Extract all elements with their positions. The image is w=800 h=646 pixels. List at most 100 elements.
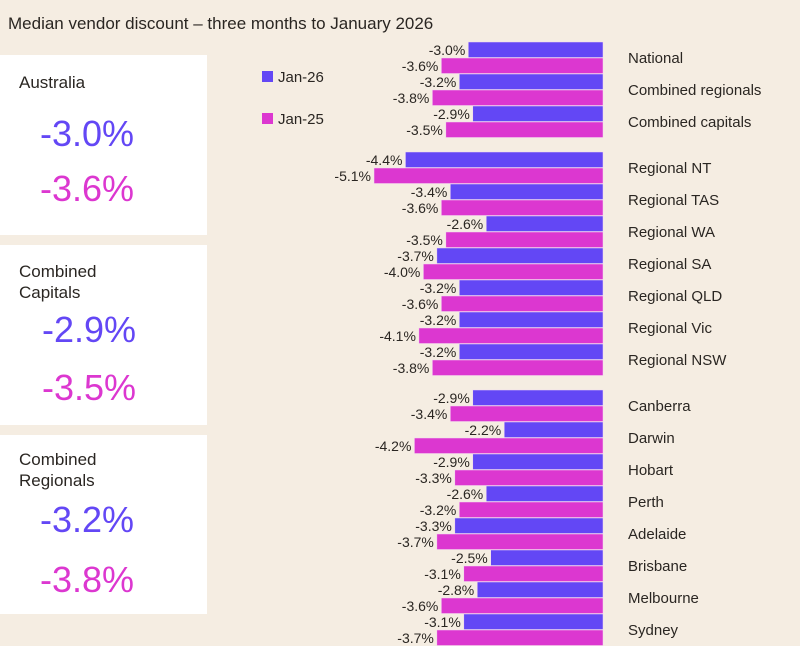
- bar-jan-25-adelaide: [436, 533, 604, 550]
- bar-jan-26-perth: [486, 485, 604, 502]
- bar-jan-26-regional-tas: [450, 183, 604, 200]
- bar-jan-25-regional-qld: [441, 295, 604, 312]
- bar-jan-25-regional-wa: [445, 231, 604, 248]
- data-label: -4.0%: [384, 264, 421, 280]
- bar-jan-25-melbourne: [441, 597, 604, 614]
- bar-jan-25-regional-nt: [373, 167, 604, 184]
- bar-jan-25-national: [441, 57, 604, 74]
- bar-jan-25-canberra: [450, 405, 604, 422]
- data-label: -3.6%: [402, 200, 439, 216]
- data-label: -3.7%: [397, 534, 434, 550]
- data-label: -3.7%: [397, 630, 434, 646]
- bar-jan-25-regional-nsw: [432, 359, 604, 376]
- data-label: -3.8%: [393, 90, 430, 106]
- panel-title: Combined Capitals: [19, 262, 97, 302]
- bar-jan-26-brisbane: [490, 549, 604, 566]
- bar-jan-26-melbourne: [477, 581, 604, 598]
- data-label: -5.1%: [334, 168, 371, 184]
- data-label: -3.8%: [393, 360, 430, 376]
- bar-jan-26-regional-nt: [405, 151, 604, 168]
- bar-jan-26-hobart: [472, 453, 604, 470]
- bar-jan-25-combined-capitals: [445, 121, 604, 138]
- bar-jan-26-regional-sa: [436, 247, 604, 264]
- data-label: -3.1%: [424, 566, 461, 582]
- chart-title: Median vendor discount – three months to…: [8, 14, 434, 33]
- data-label: -3.2%: [420, 74, 457, 90]
- data-label: -3.4%: [411, 406, 448, 422]
- data-label: -3.2%: [420, 344, 457, 360]
- data-label: -3.4%: [411, 184, 448, 200]
- bar-jan-25-sydney: [436, 629, 604, 646]
- data-label: -2.6%: [447, 216, 484, 232]
- data-label: -4.1%: [379, 328, 416, 344]
- bar-jan-25-regional-tas: [441, 199, 604, 216]
- panel-combined-capitals: Combined Capitals -2.9% -3.5%: [0, 245, 207, 425]
- bar-jan-26-darwin: [503, 421, 604, 438]
- data-label: -3.5%: [406, 122, 443, 138]
- bar-jan-25-brisbane: [463, 565, 604, 582]
- data-label: -3.5%: [406, 232, 443, 248]
- data-label: -4.2%: [375, 438, 412, 454]
- data-label: -2.6%: [447, 486, 484, 502]
- bar-jan-25-darwin: [414, 437, 604, 454]
- data-label: -2.5%: [451, 550, 488, 566]
- data-label: -3.2%: [420, 502, 457, 518]
- category-label: Darwin: [628, 430, 675, 447]
- bar-jan-26-adelaide: [454, 517, 604, 534]
- data-label: -3.6%: [402, 296, 439, 312]
- panel-jan25-value: -3.6%: [40, 168, 135, 209]
- panel-jan25-value: -3.5%: [42, 367, 137, 408]
- category-label: Melbourne: [628, 590, 699, 607]
- legend-label-jan26: Jan-26: [278, 69, 324, 86]
- category-label: Regional QLD: [628, 288, 722, 305]
- data-label: -3.0%: [429, 42, 466, 58]
- panel-combined-regionals: Combined Regionals -3.2% -3.8%: [0, 435, 207, 614]
- category-label: Regional TAS: [628, 192, 719, 209]
- data-label: -2.9%: [433, 390, 470, 406]
- bar-jan-25-hobart: [454, 469, 604, 486]
- legend-swatch-jan26: [262, 71, 273, 82]
- data-label: -3.3%: [415, 518, 452, 534]
- bar-jan-26-combined-capitals: [472, 105, 604, 122]
- bar-jan-26-sydney: [463, 613, 604, 630]
- panel-jan26-value: -3.2%: [40, 499, 135, 540]
- category-label: Regional NSW: [628, 352, 727, 369]
- bar-jan-26-combined-regionals: [459, 73, 604, 90]
- category-label: Combined capitals: [628, 114, 751, 131]
- panel-jan26-value: -2.9%: [42, 309, 137, 350]
- data-label: -3.6%: [402, 58, 439, 74]
- data-label: -3.1%: [424, 614, 461, 630]
- category-label: Perth: [628, 494, 664, 511]
- bar-jan-26-canberra: [472, 389, 604, 406]
- legend-label-jan25: Jan-25: [278, 111, 324, 128]
- bar-jan-25-combined-regionals: [432, 89, 604, 106]
- category-label: Hobart: [628, 462, 674, 479]
- data-label: -4.4%: [366, 152, 403, 168]
- category-label: Adelaide: [628, 526, 686, 543]
- legend-swatch-jan25: [262, 113, 273, 124]
- category-label: Canberra: [628, 398, 691, 415]
- panel-title: Combined Regionals: [19, 450, 97, 490]
- bar-jan-26-regional-vic: [459, 311, 604, 328]
- bar-jan-26-national: [468, 41, 604, 58]
- category-label: National: [628, 50, 683, 67]
- panel-title: Australia: [19, 73, 86, 92]
- data-label: -3.2%: [420, 280, 457, 296]
- data-label: -3.7%: [397, 248, 434, 264]
- category-label: Regional WA: [628, 224, 715, 241]
- data-label: -2.8%: [438, 582, 475, 598]
- panel-australia: Australia -3.0% -3.6%: [0, 55, 207, 235]
- panel-jan25-value: -3.8%: [40, 559, 135, 600]
- bar-jan-25-regional-vic: [418, 327, 604, 344]
- data-label: -3.3%: [415, 470, 452, 486]
- data-label: -2.9%: [433, 106, 470, 122]
- category-label: Regional NT: [628, 160, 711, 177]
- bar-jan-26-regional-wa: [486, 215, 604, 232]
- bar-jan-25-perth: [459, 501, 604, 518]
- data-label: -2.9%: [433, 454, 470, 470]
- data-label: -3.2%: [420, 312, 457, 328]
- category-label: Combined regionals: [628, 82, 761, 99]
- category-label: Sydney: [628, 622, 679, 639]
- category-label: Regional SA: [628, 256, 711, 273]
